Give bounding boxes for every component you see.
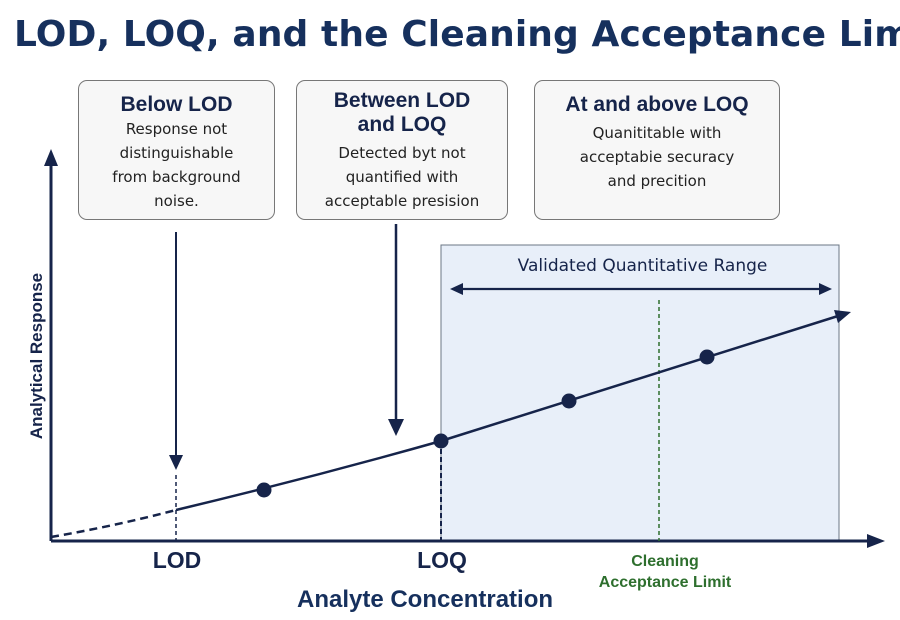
- x-axis-label: Analyte Concentration: [296, 586, 554, 613]
- callout-text-line: acceptabie securacy: [579, 148, 735, 166]
- response-curve-arrowhead: [834, 310, 851, 323]
- validated-range-region: [440, 244, 840, 542]
- callout-text-line: Quanititable with: [592, 124, 722, 142]
- response-curve: [175, 314, 839, 512]
- callout-text-line: Response not: [125, 120, 228, 138]
- y-axis: [44, 149, 58, 541]
- callout-text-line: quantified with: [345, 168, 459, 186]
- between-pointer-arrow: [388, 224, 404, 436]
- data-point: [561, 393, 577, 409]
- response-curve-dashed: [50, 508, 177, 539]
- callout-heading: At and above LOQ: [565, 93, 749, 116]
- lod-pointer-arrow: [169, 232, 183, 470]
- callout-text-line: noise.: [154, 192, 199, 210]
- loq-label: LOQ: [417, 547, 467, 573]
- validated-range-arrow: [450, 283, 832, 295]
- y-axis-label: Analytical Response: [27, 272, 46, 440]
- lod-label: LOD: [152, 547, 202, 573]
- callout-heading: Below LOD: [120, 93, 233, 116]
- callout-heading: and LOQ: [357, 113, 447, 136]
- callout-heading: Between LOD: [333, 89, 471, 112]
- data-point: [433, 433, 449, 449]
- data-point: [256, 482, 272, 498]
- callout-text-line: and precition: [607, 172, 707, 190]
- callout-below-lod: Below LOD Response not distinguishable f…: [78, 80, 275, 220]
- callout-text-line: from background: [112, 168, 241, 186]
- data-point: [699, 349, 715, 365]
- callout-text-line: acceptable presision: [324, 192, 480, 210]
- callout-at-above-loq: At and above LOQ Quanititable with accep…: [534, 80, 780, 220]
- callout-between-lod-loq: Between LOD and LOQ Detected byt not qua…: [296, 80, 508, 220]
- cleaning-limit-label: Cleaning Acceptance Limit: [599, 551, 731, 593]
- x-axis: [51, 534, 885, 548]
- cleaning-limit-label-line: Cleaning: [631, 553, 699, 570]
- callout-text-line: Detected byt not: [338, 144, 466, 162]
- validated-range-label: Validated Quantitative Range: [517, 256, 768, 276]
- callout-text-line: distinguishable: [119, 144, 234, 162]
- page-title: LOD, LOQ, and the Cleaning Acceptance Li…: [14, 14, 900, 55]
- cleaning-limit-label-line: Acceptance Limit: [598, 574, 732, 591]
